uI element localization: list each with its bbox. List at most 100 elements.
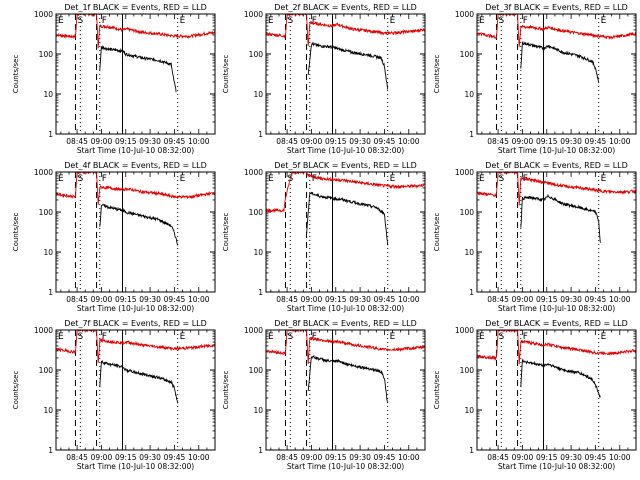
x-tick-label: 10:00 <box>188 137 210 146</box>
panel-title: Det_4f BLACK = Events, RED = LLD <box>64 161 207 170</box>
x-tick-label: 09:15 <box>325 453 347 462</box>
event-marker-label: S <box>498 174 504 184</box>
y-tick-label: 10 <box>253 90 263 99</box>
x-tick-label: 08:45 <box>276 137 298 146</box>
x-tick-label: 09:15 <box>325 137 347 146</box>
y-tick-label: 10 <box>253 406 263 415</box>
x-tick-label: 10:00 <box>609 453 631 462</box>
x-tick-label: 09:15 <box>115 453 137 462</box>
y-tick-label: 1000 <box>455 168 474 177</box>
x-tick-label: 09:30 <box>349 295 371 304</box>
y-axis-label: Counts/sec <box>222 213 230 252</box>
y-tick-label: 10 <box>43 90 53 99</box>
x-axis-label: Start Time (10-Jul-10 08:32:00) <box>77 304 194 313</box>
event-marker-label: E <box>601 174 607 184</box>
panel-grid: Det_1f BLACK = Events, RED = LLD Counts/s… <box>12 3 637 471</box>
event-marker-label: S <box>498 16 504 26</box>
x-tick-label: 09:45 <box>374 137 396 146</box>
x-tick-label: 09:15 <box>536 137 558 146</box>
event-marker-label: F <box>523 332 528 342</box>
events-series-line <box>520 41 600 83</box>
x-tick-label: 09:00 <box>91 137 113 146</box>
event-marker-label: S <box>77 174 83 184</box>
detector-panel: Det_2f BLACK = Events, RED = LLD Counts/s… <box>222 3 426 155</box>
plot-frame <box>55 171 216 293</box>
x-tick-label: 10:00 <box>188 453 210 462</box>
x-tick-label: 09:45 <box>585 295 607 304</box>
x-tick-label: 10:00 <box>609 137 631 146</box>
lld-series-line <box>56 330 215 363</box>
events-series-line <box>306 191 389 246</box>
x-tick-label: 08:45 <box>276 295 298 304</box>
x-tick-label: 09:30 <box>560 295 582 304</box>
lld-series-line <box>477 14 636 47</box>
plot-frame <box>265 329 426 451</box>
detector-panel: Det_7f BLACK = Events, RED = LLD Counts/s… <box>12 319 216 471</box>
y-axis-label: Counts/sec <box>433 213 441 252</box>
x-axis-label: Start Time (10-Jul-10 08:32:00) <box>287 304 404 313</box>
y-tick-label: 1 <box>469 288 474 297</box>
x-tick-label: 09:45 <box>585 137 607 146</box>
y-tick-label: 10 <box>43 248 53 257</box>
x-tick-label: 08:45 <box>487 453 509 462</box>
event-marker-label: E <box>479 332 485 342</box>
event-marker-label: F <box>312 16 317 26</box>
event-marker-label: E <box>58 16 64 26</box>
x-tick-label: 09:45 <box>585 453 607 462</box>
detector-panel: Det_5f BLACK = Events, RED = LLD Counts/s… <box>222 161 426 313</box>
x-tick-label: 09:00 <box>91 295 113 304</box>
y-tick-label: 100 <box>39 366 54 375</box>
x-tick-label: 10:00 <box>398 137 420 146</box>
event-marker-label: F <box>312 174 317 184</box>
x-tick-label: 08:45 <box>487 137 509 146</box>
event-marker-label: E <box>58 332 64 342</box>
event-marker-label: E <box>58 174 64 184</box>
event-marker-label: F <box>312 332 317 342</box>
events-series-line <box>99 203 179 246</box>
x-tick-label: 09:00 <box>91 453 113 462</box>
y-tick-label: 100 <box>460 366 475 375</box>
event-marker-label: E <box>180 174 186 184</box>
event-marker-label: E <box>180 16 186 26</box>
y-axis-label: Counts/sec <box>433 371 441 410</box>
x-tick-label: 09:30 <box>349 137 371 146</box>
x-tick-label: 09:00 <box>512 137 534 146</box>
x-tick-label: 09:15 <box>536 453 558 462</box>
lld-series-line <box>266 14 425 47</box>
lld-series-line <box>477 172 636 206</box>
x-tick-label: 08:45 <box>66 453 88 462</box>
x-tick-label: 09:00 <box>512 453 534 462</box>
y-axis-label: Counts/sec <box>222 55 230 94</box>
y-tick-label: 1000 <box>455 10 474 19</box>
events-series-line <box>520 193 601 243</box>
y-tick-label: 100 <box>39 208 54 217</box>
detector-panel: Det_6f BLACK = Events, RED = LLD Counts/s… <box>433 161 637 313</box>
event-marker-label: E <box>601 332 607 342</box>
x-tick-label: 09:15 <box>115 137 137 146</box>
y-tick-label: 1 <box>469 446 474 455</box>
y-tick-label: 1 <box>258 288 263 297</box>
x-tick-label: 09:30 <box>139 295 161 304</box>
y-tick-label: 10 <box>253 248 263 257</box>
plot-frame <box>265 171 426 293</box>
events-series-line <box>307 41 389 90</box>
events-series-line <box>520 358 601 398</box>
x-axis-label: Start Time (10-Jul-10 08:32:00) <box>77 146 194 155</box>
x-tick-label: 08:45 <box>66 137 88 146</box>
y-tick-label: 1 <box>258 446 263 455</box>
event-marker-label: F <box>102 16 107 26</box>
plot-frame <box>476 171 637 293</box>
x-tick-label: 09:45 <box>374 295 396 304</box>
panel-title: Det_1f BLACK = Events, RED = LLD <box>64 3 207 12</box>
x-tick-label: 08:45 <box>487 295 509 304</box>
detector-panel: Det_1f BLACK = Events, RED = LLD Counts/s… <box>12 3 216 155</box>
x-axis-label: Start Time (10-Jul-10 08:32:00) <box>77 462 194 471</box>
y-axis-label: Counts/sec <box>12 371 20 410</box>
plot-frame <box>476 329 637 451</box>
events-series-line <box>99 44 177 93</box>
x-axis-label: Start Time (10-Jul-10 08:32:00) <box>498 146 615 155</box>
event-marker-label: E <box>180 332 186 342</box>
event-marker-label: E <box>390 16 396 26</box>
event-marker-label: S <box>77 16 83 26</box>
